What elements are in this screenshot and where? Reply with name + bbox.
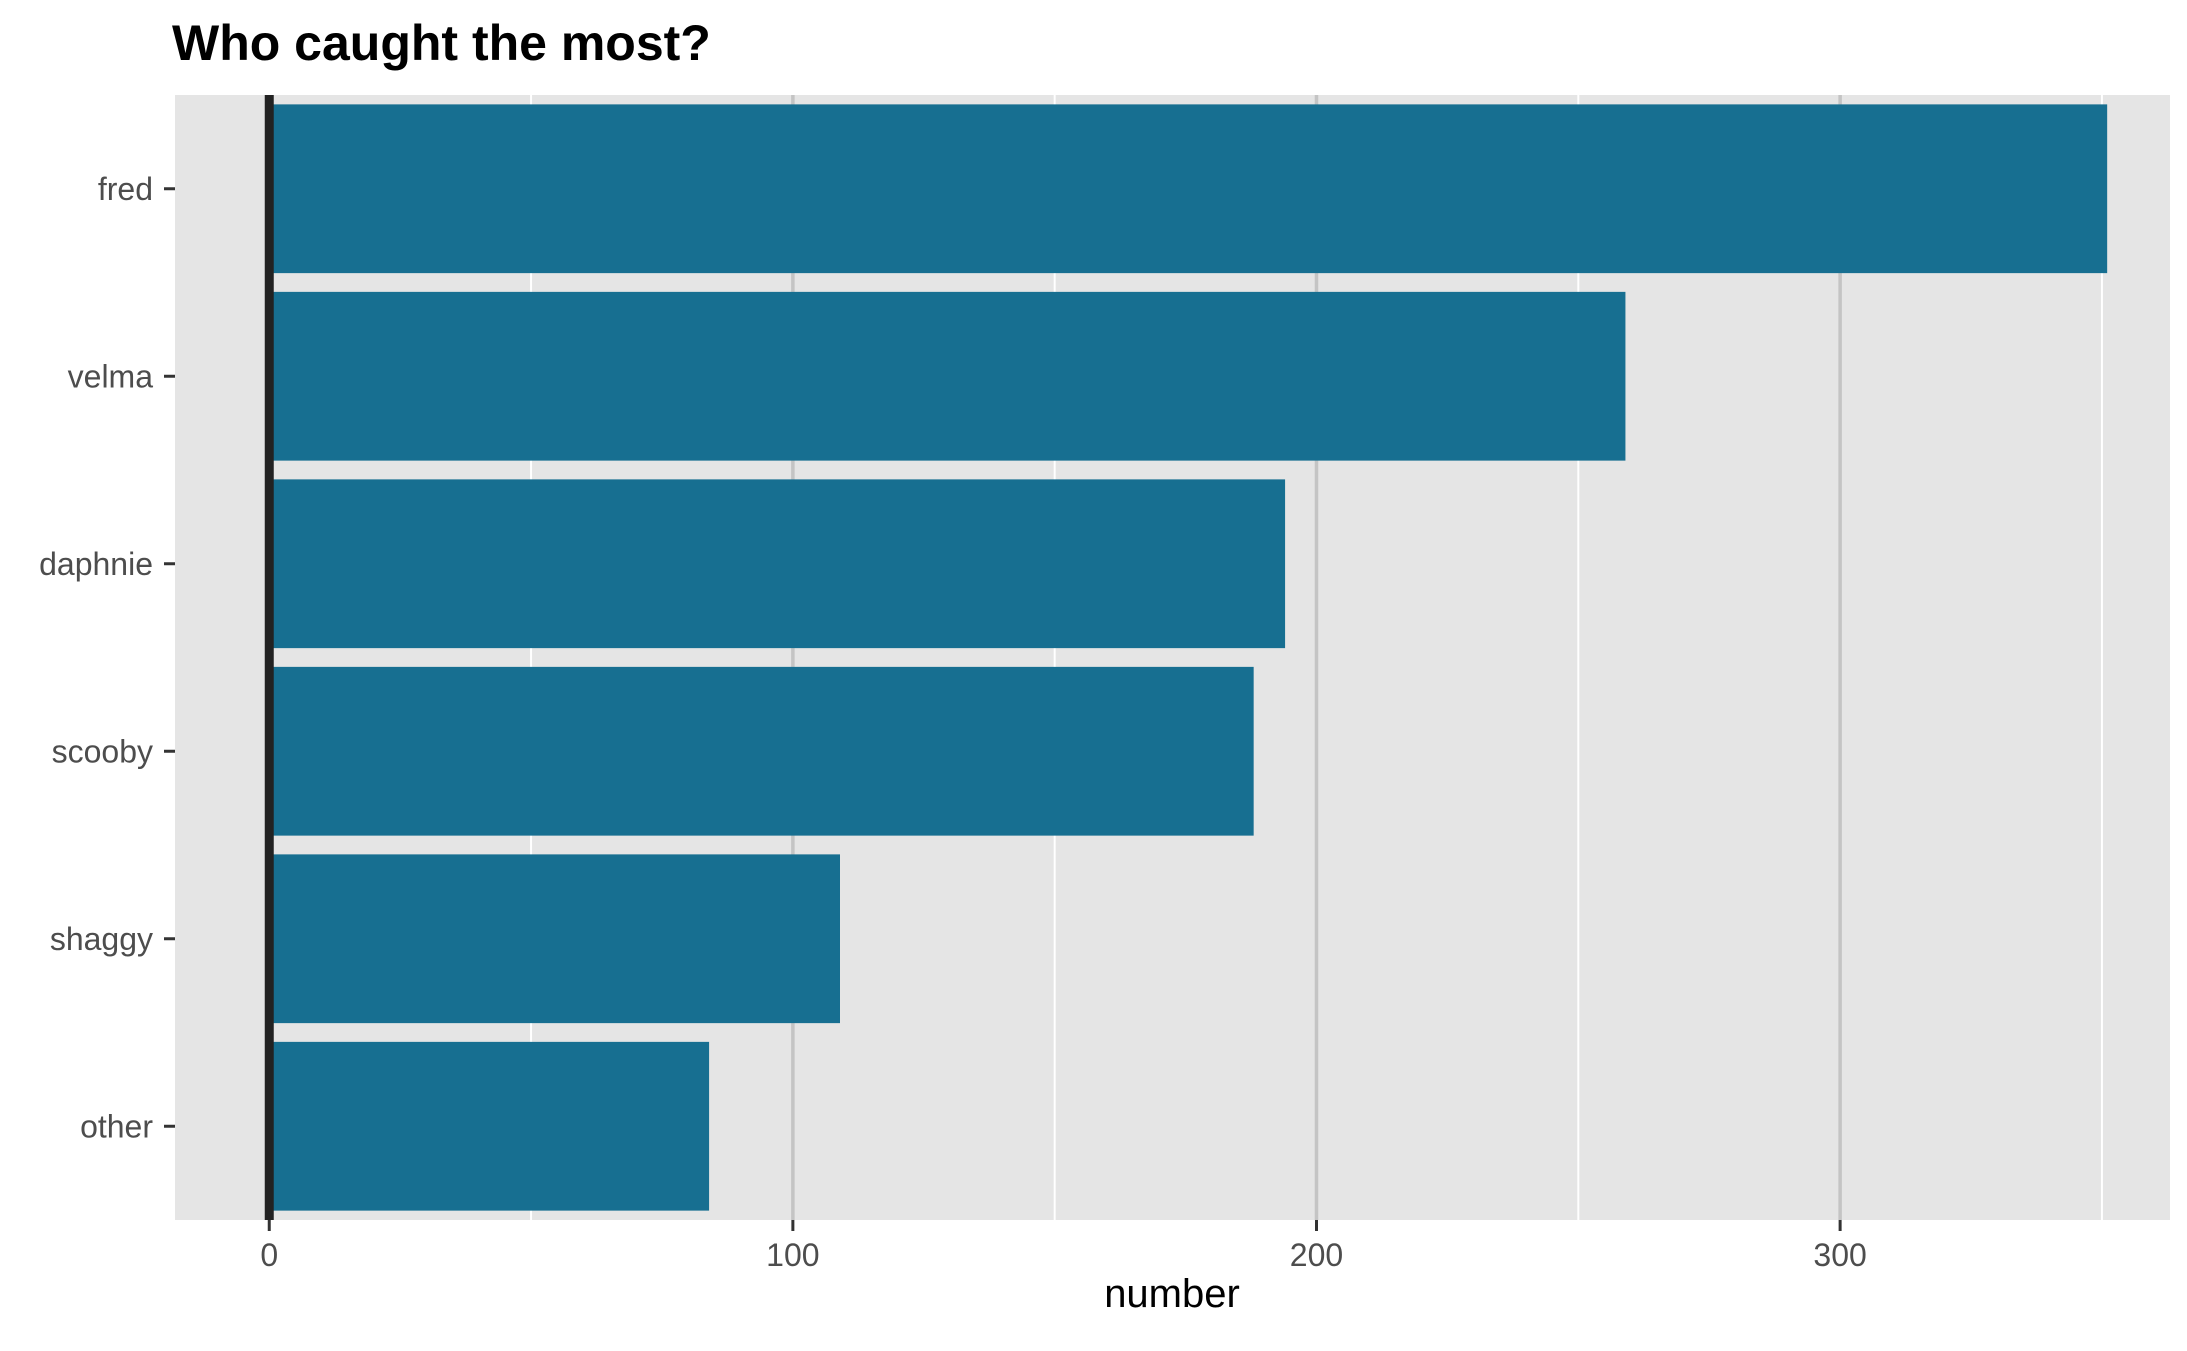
- bar-scooby: [269, 666, 1254, 836]
- x-axis-title: number: [1104, 1272, 1240, 1316]
- y-tick-label-velma: velma: [68, 358, 154, 394]
- plot-panel: [175, 95, 2170, 1220]
- bar-other: [269, 1041, 710, 1211]
- grid-lines: [267, 95, 2103, 1220]
- x-tick-label: 300: [1813, 1237, 1866, 1273]
- x-tick-label: 200: [1290, 1237, 1343, 1273]
- chart-title: Who caught the most?: [172, 15, 711, 71]
- bar-fred: [269, 104, 2108, 274]
- y-tick-label-fred: fred: [98, 171, 153, 207]
- y-tick-label-scooby: scooby: [52, 733, 153, 769]
- y-tick-label-other: other: [80, 1108, 153, 1144]
- x-tick-label: 0: [260, 1237, 278, 1273]
- y-axis: fred velma daphnie scooby shaggy other: [39, 171, 175, 1144]
- x-tick-label: 100: [766, 1237, 819, 1273]
- y-tick-label-daphnie: daphnie: [39, 546, 153, 582]
- y-tick-label-shaggy: shaggy: [50, 921, 153, 957]
- bars: [264, 95, 2108, 1220]
- bar-shaggy: [269, 854, 841, 1024]
- x-axis: 0 100 200 300: [260, 1220, 1867, 1273]
- bar-daphnie: [269, 479, 1286, 649]
- bar-velma: [269, 291, 1626, 461]
